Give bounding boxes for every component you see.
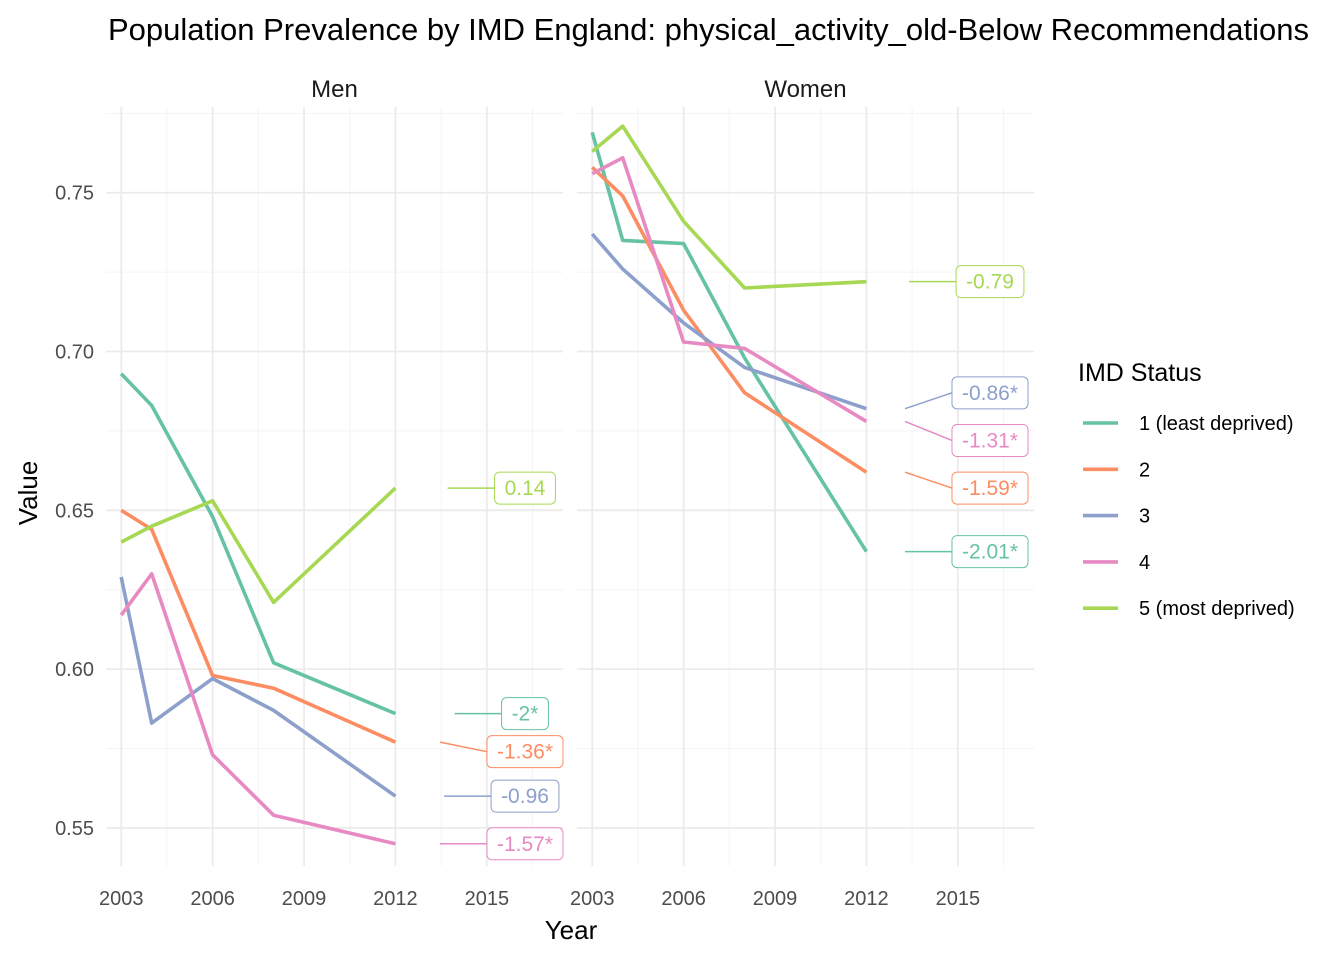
chart-title: Population Prevalence by IMD England: ph… bbox=[108, 12, 1309, 47]
series-line-2 bbox=[120, 508, 397, 744]
x-tick-label: 2012 bbox=[844, 888, 889, 910]
trend-label-text: -1.31* bbox=[962, 429, 1018, 452]
x-tick-label: 2009 bbox=[753, 888, 798, 910]
series-line-5 bbox=[120, 486, 397, 605]
series-line-3 bbox=[590, 232, 867, 411]
legend: IMD Status 1 (least deprived) 2 3 4 5 (most … bbox=[1078, 359, 1295, 620]
y-tick-labels: 0.55 0.60 0.65 0.70 0.75 bbox=[55, 183, 94, 840]
panel-grid bbox=[577, 107, 1034, 866]
legend-label: 4 bbox=[1139, 552, 1150, 574]
trend-label-4: -1.31* bbox=[904, 420, 1029, 457]
legend-label: 3 bbox=[1139, 506, 1150, 528]
x-tick-label: 2006 bbox=[190, 888, 235, 910]
trend-label-text: 0.14 bbox=[505, 477, 546, 500]
trend-label-box bbox=[490, 779, 560, 813]
trend-label-3: -0.96 bbox=[444, 779, 560, 813]
y-tick-label: 0.75 bbox=[55, 183, 94, 205]
trend-label-box bbox=[494, 471, 556, 505]
series-line-1 bbox=[590, 131, 868, 553]
series-group bbox=[590, 124, 868, 553]
y-tick-label: 0.55 bbox=[55, 818, 94, 840]
panel-title-women: Women bbox=[764, 76, 846, 103]
x-axis-title: Year bbox=[545, 915, 598, 945]
legend-item-3: 3 bbox=[1083, 506, 1150, 528]
series-line-3 bbox=[119, 576, 397, 798]
trend-label-text: -0.86* bbox=[962, 382, 1018, 405]
legend-item-1: 1 (least deprived) bbox=[1083, 413, 1294, 435]
trend-label-box bbox=[501, 697, 549, 731]
y-tick-label: 0.60 bbox=[55, 659, 94, 681]
x-tick-label: 2012 bbox=[373, 888, 418, 910]
y-axis-title: Value bbox=[13, 461, 43, 526]
trend-label-2: -1.59* bbox=[904, 471, 1029, 505]
panel-women: Women -2.01* -1.59* -0.86* -1.31* -0.79 2003… bbox=[570, 76, 1034, 910]
trend-label-box bbox=[486, 827, 564, 861]
trend-label-5: -0.79 bbox=[909, 265, 1025, 299]
legend-item-4: 4 bbox=[1083, 552, 1150, 574]
x-tick-labels: 2003 2006 2009 2012 2015 bbox=[99, 888, 509, 910]
trend-label-text: -2.01* bbox=[962, 541, 1018, 564]
panel-men: Men -2*-1.36*-0.96-1.57*0.14 2003 2006 200… bbox=[99, 76, 564, 910]
legend-label: 2 bbox=[1139, 459, 1150, 481]
series-line-4 bbox=[119, 571, 396, 846]
series-line-5 bbox=[591, 124, 867, 290]
trend-label-connector bbox=[439, 741, 488, 753]
trend-label-5: 0.14 bbox=[447, 471, 556, 505]
trend-label-connector bbox=[904, 420, 953, 442]
trend-label-text: -1.59* bbox=[962, 477, 1018, 500]
legend-item-5: 5 (most deprived) bbox=[1083, 598, 1295, 620]
trend-label-3: -0.86* bbox=[904, 376, 1029, 410]
y-tick-label: 0.70 bbox=[55, 342, 94, 364]
series-line-2 bbox=[590, 165, 868, 474]
trend-label-box bbox=[955, 265, 1025, 299]
x-tick-label: 2015 bbox=[936, 888, 981, 910]
trend-label-connector bbox=[904, 471, 953, 489]
trend-label-text: -0.79 bbox=[966, 271, 1014, 294]
x-tick-label: 2015 bbox=[465, 888, 510, 910]
trend-label-text: -1.36* bbox=[497, 741, 553, 764]
x-tick-labels: 2003 2006 2009 2012 2015 bbox=[570, 888, 980, 910]
trend-label-connector bbox=[904, 392, 953, 410]
trend-label-box bbox=[951, 423, 1029, 457]
series-line-4 bbox=[591, 156, 868, 423]
legend-label: 5 (most deprived) bbox=[1139, 598, 1295, 620]
y-tick-label: 0.65 bbox=[55, 500, 94, 522]
trend-labels: -2* -1.36* -0.96 -1.57* 0.14 bbox=[439, 471, 564, 861]
trend-label-4: -1.57* bbox=[439, 827, 564, 861]
trend-label-text: -0.96 bbox=[501, 785, 549, 808]
trend-label-box bbox=[951, 471, 1029, 505]
trend-label-1: -2* bbox=[454, 697, 549, 731]
trend-label-2: -1.36* bbox=[439, 735, 564, 769]
trend-label-text: -2* bbox=[512, 703, 539, 726]
legend-items: 1 (least deprived) 2 3 4 5 (most deprived) bbox=[1083, 413, 1295, 620]
trend-labels: -2.01* -1.59* -0.86* -1.31* -0.79 bbox=[904, 265, 1029, 569]
panel-grid bbox=[106, 107, 563, 866]
legend-title: IMD Status bbox=[1078, 359, 1202, 387]
x-tick-label: 2003 bbox=[99, 888, 144, 910]
panel-title-men: Men bbox=[311, 76, 358, 103]
trend-label-1: -2.01* bbox=[904, 535, 1029, 569]
series-group bbox=[119, 372, 397, 846]
trend-label-text: -1.57* bbox=[497, 833, 553, 856]
x-tick-label: 2006 bbox=[661, 888, 706, 910]
legend-label: 1 (least deprived) bbox=[1139, 413, 1294, 435]
x-tick-label: 2003 bbox=[570, 888, 615, 910]
x-tick-label: 2009 bbox=[282, 888, 327, 910]
trend-label-box bbox=[951, 376, 1029, 410]
series-line-1 bbox=[119, 372, 397, 716]
legend-item-2: 2 bbox=[1083, 459, 1150, 481]
trend-label-box bbox=[486, 735, 564, 769]
trend-label-box bbox=[951, 535, 1029, 569]
